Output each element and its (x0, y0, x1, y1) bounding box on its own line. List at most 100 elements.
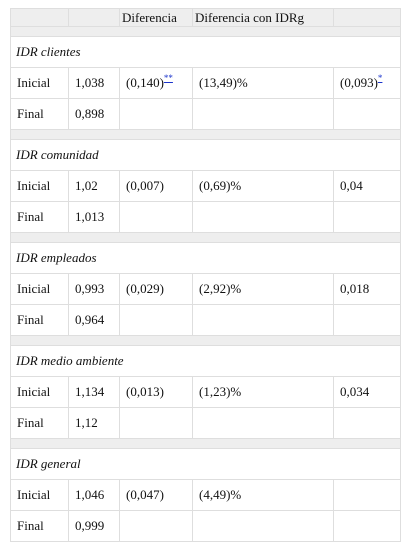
header-cell-1 (11, 9, 69, 27)
spacer-cell (11, 233, 401, 243)
section-spacer (11, 336, 401, 346)
row-value-text: 0,999 (75, 518, 104, 533)
row-diferencia-text: (0,140) (126, 75, 164, 90)
row-last-text: 0,018 (340, 281, 369, 296)
row-value-text: 1,12 (75, 415, 98, 430)
row-last-text: (0,093) (340, 75, 378, 90)
row-diferencia-idrg (193, 305, 334, 336)
row-label: Inicial (11, 68, 69, 99)
row-label-text: Final (17, 209, 44, 224)
table-header-row: Diferencia Diferencia con IDRg (11, 9, 401, 27)
row-label-text: Final (17, 518, 44, 533)
table-row: Final 0,999 (11, 511, 401, 542)
row-label: Final (11, 305, 69, 336)
row-diferencia: (0,007) (120, 171, 193, 202)
section-title: IDR general (11, 449, 401, 480)
row-last: 0,04 (334, 171, 401, 202)
table-row: Inicial 1,02 (0,007) (0,69)% 0,04 (11, 171, 401, 202)
row-value-text: 0,898 (75, 106, 104, 121)
section-title: IDR clientes (11, 37, 401, 68)
row-diferencia (120, 99, 193, 130)
row-label: Inicial (11, 377, 69, 408)
row-diferencia (120, 202, 193, 233)
row-label-text: Inicial (17, 75, 50, 90)
footnote-link[interactable]: ** (164, 73, 173, 83)
row-value: 0,898 (69, 99, 120, 130)
row-last (334, 305, 401, 336)
row-label: Final (11, 408, 69, 439)
section-spacer (11, 233, 401, 243)
row-diferencia-idrg (193, 99, 334, 130)
row-diferencia (120, 305, 193, 336)
header-cell-5 (334, 9, 401, 27)
section-title-row: IDR clientes (11, 37, 401, 68)
row-value: 0,999 (69, 511, 120, 542)
row-label: Final (11, 202, 69, 233)
section-title-row: IDR general (11, 449, 401, 480)
row-label: Inicial (11, 480, 69, 511)
row-diferencia-idrg-text: (0,69)% (199, 178, 241, 193)
row-value-text: 0,964 (75, 312, 104, 327)
row-value: 1,134 (69, 377, 120, 408)
section-spacer (11, 27, 401, 37)
row-label-text: Inicial (17, 487, 50, 502)
row-last: 0,034 (334, 377, 401, 408)
spacer-cell (11, 130, 401, 140)
row-value-text: 1,013 (75, 209, 104, 224)
section-title: IDR medio ambiente (11, 346, 401, 377)
footnote-link[interactable]: * (378, 73, 383, 83)
table-row: Final 0,898 (11, 99, 401, 130)
row-last (334, 511, 401, 542)
section-title-row: IDR medio ambiente (11, 346, 401, 377)
table-row: Final 1,013 (11, 202, 401, 233)
row-diferencia-idrg (193, 511, 334, 542)
table-row: Inicial 0,993 (0,029) (2,92)% 0,018 (11, 274, 401, 305)
row-diferencia-idrg-text: (13,49)% (199, 75, 248, 90)
header-cell-2 (69, 9, 120, 27)
row-label: Final (11, 99, 69, 130)
idr-table: Diferencia Diferencia con IDRg IDR clien… (10, 8, 401, 542)
row-diferencia (120, 408, 193, 439)
row-diferencia-idrg: (2,92)% (193, 274, 334, 305)
spacer-cell (11, 439, 401, 449)
row-diferencia-idrg: (4,49)% (193, 480, 334, 511)
table-row: Final 0,964 (11, 305, 401, 336)
row-last: (0,093)* (334, 68, 401, 99)
row-diferencia (120, 511, 193, 542)
row-diferencia-idrg (193, 202, 334, 233)
row-last: 0,018 (334, 274, 401, 305)
row-diferencia-idrg-text: (1,23)% (199, 384, 241, 399)
row-diferencia-idrg: (0,69)% (193, 171, 334, 202)
table-row: Inicial 1,046 (0,047) (4,49)% (11, 480, 401, 511)
row-label: Inicial (11, 274, 69, 305)
row-value: 1,12 (69, 408, 120, 439)
row-last (334, 202, 401, 233)
row-diferencia: (0,140)** (120, 68, 193, 99)
row-value: 1,038 (69, 68, 120, 99)
row-diferencia-idrg: (1,23)% (193, 377, 334, 408)
table-row: Inicial 1,038 (0,140)** (13,49)% (0,093)* (11, 68, 401, 99)
header-diferencia-idrg: Diferencia con IDRg (193, 9, 334, 27)
table-row: Final 1,12 (11, 408, 401, 439)
row-diferencia: (0,013) (120, 377, 193, 408)
row-value-text: 1,038 (75, 75, 104, 90)
row-diferencia-idrg: (13,49)% (193, 68, 334, 99)
row-value-text: 1,02 (75, 178, 98, 193)
row-label-text: Inicial (17, 384, 50, 399)
row-diferencia-text: (0,047) (126, 487, 164, 502)
row-last (334, 99, 401, 130)
table-row: Inicial 1,134 (0,013) (1,23)% 0,034 (11, 377, 401, 408)
spacer-cell (11, 336, 401, 346)
row-diferencia-text: (0,013) (126, 384, 164, 399)
section-title-row: IDR comunidad (11, 140, 401, 171)
row-diferencia-text: (0,007) (126, 178, 164, 193)
row-diferencia-idrg-text: (4,49)% (199, 487, 241, 502)
row-diferencia-idrg-text: (2,92)% (199, 281, 241, 296)
row-label-text: Final (17, 415, 44, 430)
row-value-text: 1,134 (75, 384, 104, 399)
row-label: Inicial (11, 171, 69, 202)
row-value-text: 0,993 (75, 281, 104, 296)
row-value: 1,046 (69, 480, 120, 511)
section-title: IDR empleados (11, 243, 401, 274)
row-last-text: 0,034 (340, 384, 369, 399)
